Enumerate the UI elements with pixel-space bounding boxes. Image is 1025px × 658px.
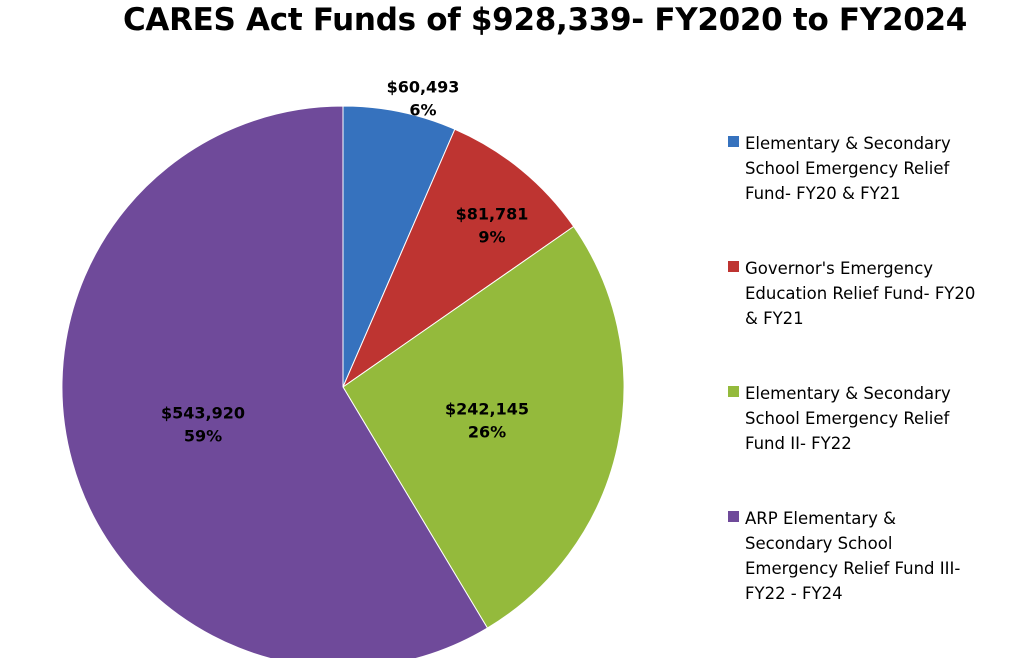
legend-label: ARP Elementary & Secondary School Emerge…	[745, 509, 961, 603]
slice-value-label: $543,920	[161, 404, 245, 423]
slice-value-label: $242,145	[445, 400, 529, 419]
pie-slices	[61, 105, 625, 658]
slice-percent-label: 6%	[409, 101, 436, 120]
legend-swatch	[728, 136, 739, 147]
legend-swatch	[728, 261, 739, 272]
slice-value-label: $60,493	[387, 78, 460, 97]
slice-value-label: $81,781	[456, 205, 529, 224]
pie-slice	[342, 105, 456, 388]
slice-percent-label: 9%	[478, 228, 505, 247]
chart-title: CARES Act Funds of $928,339- FY2020 to F…	[122, 2, 968, 38]
slice-percent-label: 26%	[468, 423, 506, 442]
pie-slice	[341, 128, 575, 389]
legend-swatch	[728, 386, 739, 397]
legend-label: Governor's Emergency Education Relief Fu…	[745, 259, 976, 328]
pie-data-labels: $60,493 6% $81,781 9% $242,145 26% $543,920 59%	[161, 78, 529, 446]
legend-swatch	[728, 511, 739, 522]
pie-slice	[342, 225, 625, 629]
legend-label: Elementary & Secondary School Emergency …	[745, 134, 951, 203]
legend-label: Elementary & Secondary School Emergency …	[745, 384, 951, 453]
pie-slice	[61, 105, 489, 658]
slice-percent-label: 59%	[184, 427, 222, 446]
